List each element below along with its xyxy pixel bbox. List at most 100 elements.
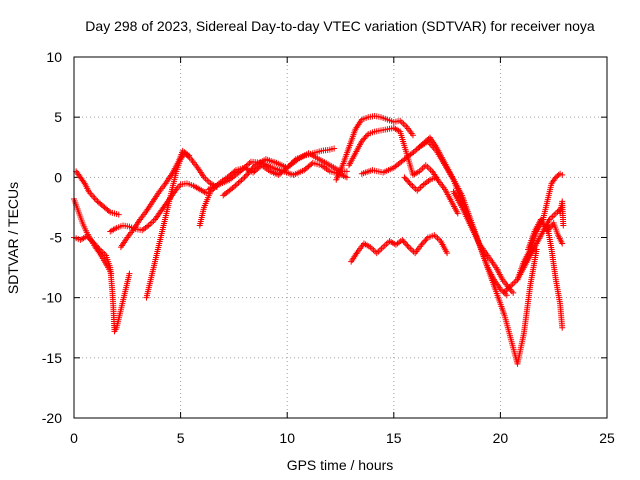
data-series-arc-1 <box>71 195 115 277</box>
data-series-arc-16 <box>450 188 540 367</box>
data-point <box>95 245 102 252</box>
y-tick-label: 0 <box>54 169 62 185</box>
data-series-arc-12 <box>358 134 510 299</box>
data-series-arc-5 <box>117 147 193 251</box>
data-point <box>409 132 416 139</box>
data-point <box>233 181 240 188</box>
axis-ticks <box>73 56 608 419</box>
data-point <box>427 166 434 173</box>
data-series-arc-10 <box>333 112 416 183</box>
data-point <box>363 132 370 139</box>
x-tick-label: 5 <box>177 430 185 446</box>
data-point <box>91 240 98 247</box>
data-point <box>422 162 429 169</box>
data-point <box>409 183 416 190</box>
y-tick-label: -10 <box>42 290 62 306</box>
data-point <box>510 289 517 296</box>
data-point <box>559 240 566 247</box>
data-point <box>433 174 440 181</box>
data-point <box>419 240 426 247</box>
data-point <box>401 239 408 246</box>
data-point <box>92 242 99 249</box>
x-tick-labels: 0 5 10 15 20 25 <box>70 430 615 446</box>
data-point <box>376 247 383 254</box>
data-point <box>421 238 428 245</box>
data-series-arc-9 <box>220 150 350 199</box>
data-series-arc-20 <box>544 222 566 331</box>
data-point <box>400 120 407 127</box>
data-series-arc-8 <box>205 158 350 193</box>
data-series-arc-4 <box>107 180 210 235</box>
data-point <box>415 186 422 193</box>
data-series-arc-19 <box>525 216 566 253</box>
data-point <box>549 213 556 220</box>
data-point <box>380 244 387 251</box>
data-point <box>94 243 101 250</box>
data-point <box>401 122 408 129</box>
data-point <box>444 250 451 257</box>
data-point <box>238 177 245 184</box>
data-point <box>432 233 439 240</box>
data-point <box>373 250 380 257</box>
data-point <box>419 165 426 172</box>
data-point <box>88 237 95 244</box>
data-series-arc-21 <box>557 198 567 229</box>
data-point <box>423 235 430 242</box>
data-point <box>406 180 413 187</box>
data-point <box>404 177 411 184</box>
data-series-arc-2 <box>71 233 133 335</box>
data-point <box>419 183 426 190</box>
y-tick-label: -15 <box>42 350 62 366</box>
x-tick-label: 15 <box>386 430 402 446</box>
y-tick-label: 5 <box>54 109 62 125</box>
x-tick-label: 10 <box>279 430 295 446</box>
chart-title: Day 298 of 2023, Sidereal Day-to-day VTE… <box>85 18 595 34</box>
data-point <box>240 165 247 172</box>
data-series-arc-6 <box>143 150 220 301</box>
y-tick-labels: -20 -15 -10 -5 0 5 10 <box>42 49 62 426</box>
data-point <box>361 135 368 142</box>
data-point <box>343 168 350 175</box>
data-point <box>559 324 566 331</box>
data-series-arc-11 <box>346 124 461 217</box>
data-point <box>498 287 505 294</box>
data-series-arc-13 <box>348 232 451 265</box>
data-point <box>126 270 133 277</box>
data-point <box>105 208 112 215</box>
data-point <box>358 138 365 145</box>
data-point <box>400 238 407 245</box>
y-tick-label: 10 <box>46 49 62 65</box>
data-series-arc-14 <box>401 174 440 194</box>
data-point <box>425 165 432 172</box>
data-point <box>90 239 97 246</box>
data-point <box>362 133 369 140</box>
data-point <box>241 174 248 181</box>
data-point <box>408 247 415 254</box>
data-point <box>331 145 338 152</box>
data-points <box>71 112 567 367</box>
data-point <box>343 174 350 181</box>
data-point <box>559 171 566 178</box>
data-point <box>399 236 406 243</box>
data-point <box>308 161 315 168</box>
data-point <box>360 136 367 143</box>
data-point <box>418 241 425 248</box>
data-point <box>551 211 558 218</box>
data-point <box>411 184 418 191</box>
data-point <box>375 248 382 255</box>
data-point <box>246 160 253 167</box>
data-point <box>402 175 409 182</box>
data-point <box>414 187 421 194</box>
data-point <box>404 242 411 249</box>
data-point <box>378 245 385 252</box>
data-point <box>203 189 210 196</box>
data-point <box>202 175 209 182</box>
data-point <box>236 178 243 185</box>
data-point <box>398 119 405 126</box>
data-point <box>407 245 414 252</box>
data-point <box>560 222 567 229</box>
data-point <box>381 242 388 249</box>
data-point <box>454 210 461 217</box>
data-point <box>148 219 155 226</box>
